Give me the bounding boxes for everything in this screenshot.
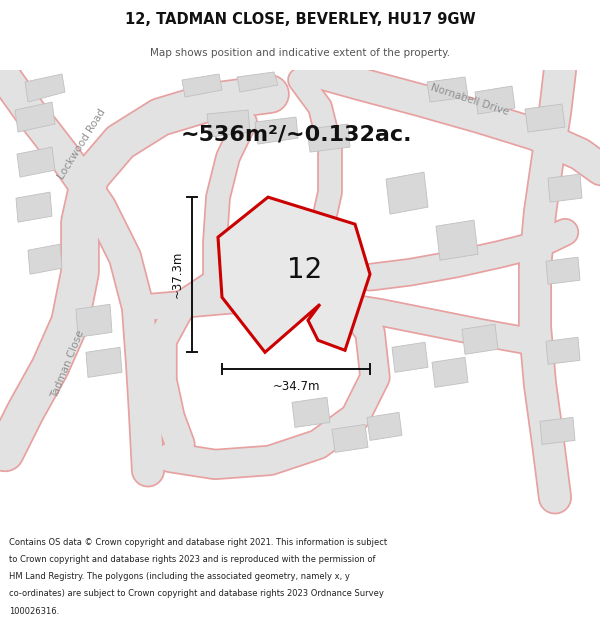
Polygon shape [462,324,498,354]
Polygon shape [525,104,565,132]
Polygon shape [540,418,575,444]
Polygon shape [392,342,428,372]
Polygon shape [386,172,428,214]
Text: Lockwood Road: Lockwood Road [56,107,108,181]
Polygon shape [237,72,278,92]
Polygon shape [17,147,55,177]
Text: ~37.3m: ~37.3m [170,251,184,298]
Text: 12: 12 [287,256,323,284]
Polygon shape [182,74,222,97]
Text: Contains OS data © Crown copyright and database right 2021. This information is : Contains OS data © Crown copyright and d… [9,538,387,547]
Text: Map shows position and indicative extent of the property.: Map shows position and indicative extent… [150,48,450,58]
Polygon shape [28,244,62,274]
Polygon shape [207,110,250,137]
Polygon shape [76,304,112,338]
Text: ~34.7m: ~34.7m [272,380,320,393]
Polygon shape [307,124,350,152]
Polygon shape [332,424,368,452]
Polygon shape [292,398,330,428]
Polygon shape [546,338,580,364]
Polygon shape [436,220,478,260]
Text: HM Land Registry. The polygons (including the associated geometry, namely x, y: HM Land Registry. The polygons (includin… [9,572,350,581]
Polygon shape [432,357,468,388]
Text: co-ordinates) are subject to Crown copyright and database rights 2023 Ordnance S: co-ordinates) are subject to Crown copyr… [9,589,384,598]
Text: Nornabell Drive: Nornabell Drive [430,82,511,118]
Polygon shape [25,74,65,102]
Text: ~536m²/~0.132ac.: ~536m²/~0.132ac. [180,124,412,144]
Polygon shape [367,412,402,441]
Polygon shape [15,102,55,132]
Polygon shape [546,258,580,284]
Text: 100026316.: 100026316. [9,607,59,616]
Polygon shape [255,117,298,144]
Text: Tadman Close: Tadman Close [50,329,86,400]
Polygon shape [218,197,370,352]
Polygon shape [475,86,515,114]
Polygon shape [86,348,122,378]
Text: to Crown copyright and database rights 2023 and is reproduced with the permissio: to Crown copyright and database rights 2… [9,555,376,564]
Polygon shape [548,174,582,202]
Polygon shape [16,192,52,222]
Polygon shape [427,77,468,102]
Text: 12, TADMAN CLOSE, BEVERLEY, HU17 9GW: 12, TADMAN CLOSE, BEVERLEY, HU17 9GW [125,12,475,27]
